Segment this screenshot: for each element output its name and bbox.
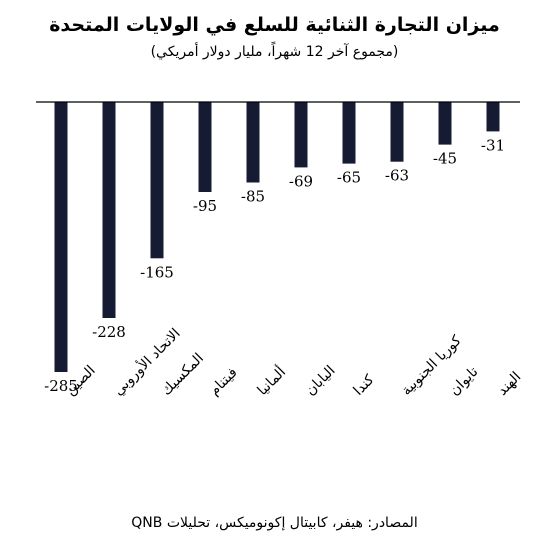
data-label-10: -31 — [481, 136, 505, 154]
chart-title: ميزان التجارة الثنائية للسلع في الولايات… — [49, 14, 500, 36]
bar-3 — [150, 102, 164, 259]
chart-subtitle: (مجموع آخر 12 شهراً، مليار دولار أمريكي) — [150, 44, 399, 60]
data-label-8: -63 — [385, 167, 409, 185]
category-label-6: اليابان — [303, 363, 339, 399]
category-label-4: فيتنام — [207, 365, 241, 399]
data-label-6: -69 — [289, 172, 313, 190]
bar-1 — [54, 102, 68, 372]
data-label-2: -228 — [92, 323, 126, 341]
category-label-9: تايوان — [447, 364, 482, 399]
category-label-10: الهند — [495, 369, 525, 399]
bar-8 — [390, 102, 404, 162]
data-label-4: -95 — [193, 197, 217, 215]
category-label-5: ألمانيا — [253, 363, 289, 399]
bar-4 — [198, 102, 212, 192]
category-label-1: الصين — [63, 363, 99, 399]
bar-6 — [294, 102, 308, 168]
data-label-7: -65 — [337, 169, 361, 187]
bar-2 — [102, 102, 116, 318]
source-note: المصادر: هيفر، كابيتال إكونوميكس، تحليلا… — [131, 515, 418, 531]
category-label-3: المكسيك — [159, 350, 207, 398]
data-label-3: -165 — [140, 263, 174, 281]
data-label-5: -85 — [241, 188, 265, 206]
data-label-9: -45 — [433, 150, 457, 168]
bar-5 — [246, 102, 260, 183]
bar-10 — [486, 102, 500, 132]
bar-7 — [342, 102, 356, 164]
bar-9 — [438, 102, 452, 145]
data-label-1: -285 — [44, 377, 78, 395]
category-label-7: كندا — [351, 372, 378, 399]
